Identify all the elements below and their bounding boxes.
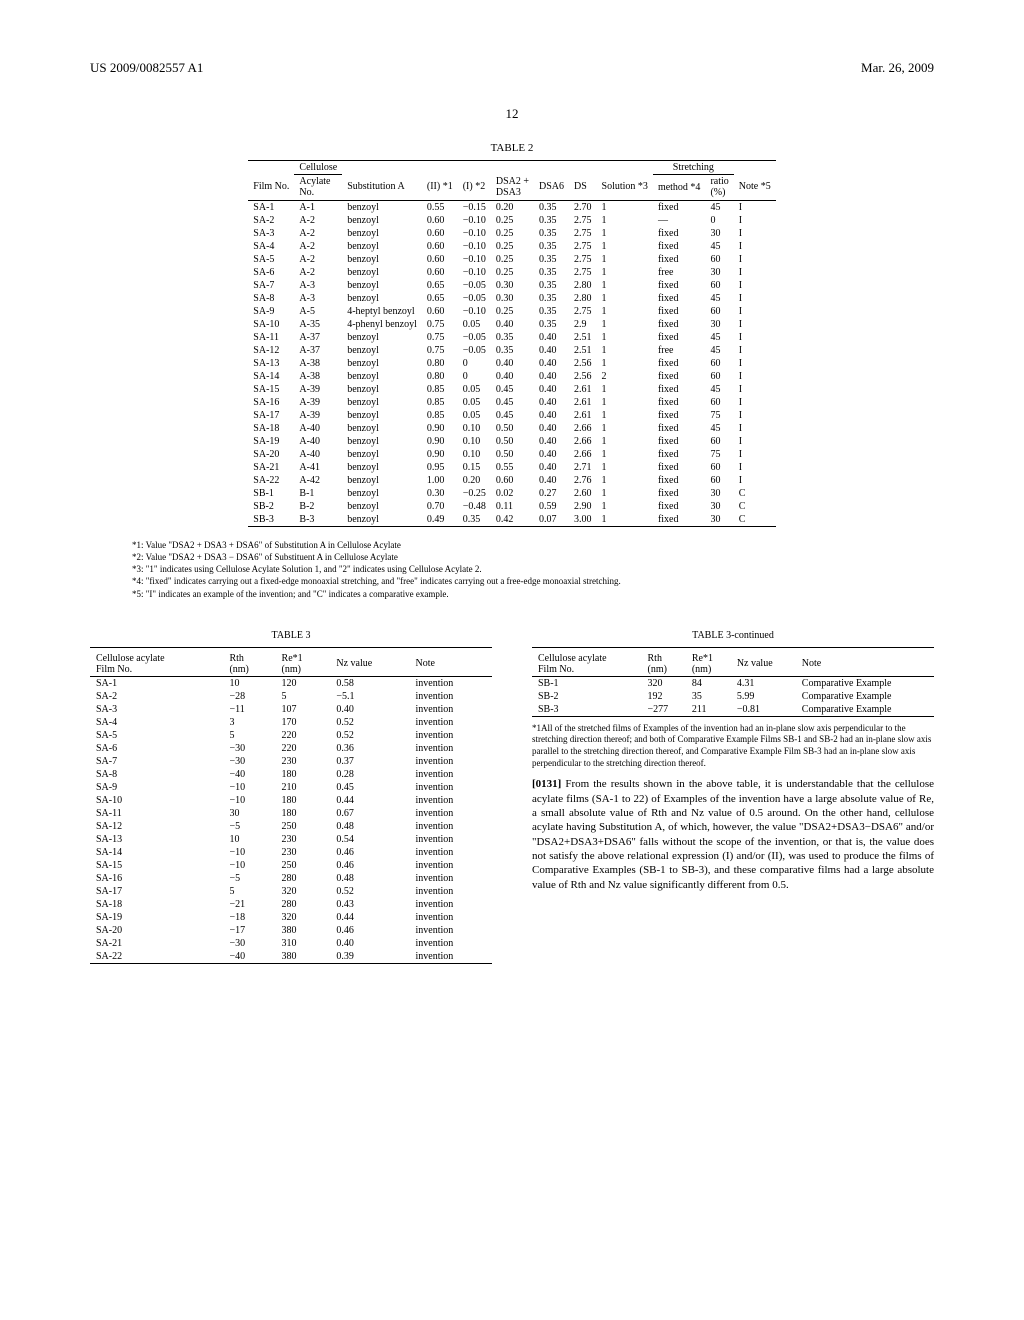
table2-footnote: *3: "1" indicates using Cellulose Acylat…: [132, 563, 892, 575]
table-row: SA-7−302300.37invention: [90, 755, 492, 768]
table-row: SA-12−52500.48invention: [90, 820, 492, 833]
th-subA: Substitution A: [342, 175, 422, 201]
table-row: SA-9A-54-heptyl benzoyl0.60−0.100.250.35…: [248, 305, 775, 318]
table-row: SB-1B-1benzoyl0.30−0.250.020.272.601fixe…: [248, 487, 775, 500]
table-row: SA-11301800.67invention: [90, 807, 492, 820]
th-cellulose: Cellulose: [294, 161, 342, 175]
table-row: SA-16−52800.48invention: [90, 872, 492, 885]
table-row: SA-21A-41benzoyl0.950.150.550.402.711fix…: [248, 461, 775, 474]
table3-left: Cellulose acylateFilm No. Rth(nm) Re*1(n…: [90, 647, 492, 964]
t3l-re: Re*1(nm): [276, 652, 331, 677]
table2-footnote: *5: "I" indicates an example of the inve…: [132, 588, 892, 600]
table-row: SA-4A-2benzoyl0.60−0.100.250.352.751fixe…: [248, 240, 775, 253]
table3r-note: *1All of the stretched films of Examples…: [532, 723, 934, 770]
table3-right: Cellulose acylateFilm No. Rth(nm) Re*1(n…: [532, 647, 934, 717]
table-row: SA-14−102300.46invention: [90, 846, 492, 859]
table-row: SA-7A-3benzoyl0.65−0.050.300.352.801fixe…: [248, 279, 775, 292]
table-row: SA-20A-40benzoyl0.900.100.500.402.661fix…: [248, 448, 775, 461]
th-solution: Solution *3: [597, 175, 653, 201]
table-row: SA-1753200.52invention: [90, 885, 492, 898]
table-row: SB-1320844.31Comparative Example: [532, 676, 934, 690]
table-row: SA-9−102100.45invention: [90, 781, 492, 794]
table2: Cellulose Stretching Film No. AcylateNo.…: [248, 160, 775, 527]
table-row: SA-5A-2benzoyl0.60−0.100.250.352.751fixe…: [248, 253, 775, 266]
para-text: From the results shown in the above tabl…: [532, 778, 934, 890]
table-row: SA-11A-37benzoyl0.75−0.050.350.402.511fi…: [248, 331, 775, 344]
th-I: (I) *2: [458, 175, 491, 201]
t3r-rth: Rth(nm): [642, 652, 686, 677]
t3l-rth: Rth(nm): [223, 652, 275, 677]
table-row: SA-20−173800.46invention: [90, 924, 492, 937]
table-row: SA-552200.52invention: [90, 729, 492, 742]
table-row: SB-2B-2benzoyl0.70−0.480.110.592.901fixe…: [248, 500, 775, 513]
table-row: SB-3−277211−0.81Comparative Example: [532, 703, 934, 717]
table-row: SA-14A-38benzoyl0.8000.400.402.562fixed6…: [248, 370, 775, 383]
table-row: SA-19A-40benzoyl0.900.100.500.402.661fix…: [248, 435, 775, 448]
table-row: SA-8A-3benzoyl0.65−0.050.300.352.801fixe…: [248, 292, 775, 305]
table-row: SA-13A-38benzoyl0.8000.400.402.561fixed6…: [248, 357, 775, 370]
table-row: SA-17A-39benzoyl0.850.050.450.402.611fix…: [248, 409, 775, 422]
table3r-caption: TABLE 3-continued: [532, 630, 934, 641]
table-row: SA-22A-42benzoyl1.000.200.600.402.761fix…: [248, 474, 775, 487]
table2-footnote: *2: Value "DSA2 + DSA3 − DSA6" of Substi…: [132, 551, 892, 563]
right-column: TABLE 3-continued Cellulose acylateFilm …: [532, 630, 934, 964]
th-II: (II) *1: [422, 175, 458, 201]
table-row: SA-8−401800.28invention: [90, 768, 492, 781]
table-row: SA-10A-354-phenyl benzoyl0.750.050.400.3…: [248, 318, 775, 331]
table-row: SA-3A-2benzoyl0.60−0.100.250.352.751fixe…: [248, 227, 775, 240]
table-row: SA-6A-2benzoyl0.60−0.100.250.352.751free…: [248, 266, 775, 279]
table2-caption: TABLE 2: [90, 142, 934, 154]
table-row: SA-6−302200.36invention: [90, 742, 492, 755]
table-row: SA-15A-39benzoyl0.850.050.450.402.611fix…: [248, 383, 775, 396]
page-number: 12: [90, 106, 934, 122]
th-dsa23: DSA2 +DSA3: [491, 175, 534, 201]
table-row: SA-10−101800.44invention: [90, 794, 492, 807]
table-row: SA-1101200.58invention: [90, 676, 492, 690]
table-row: SA-16A-39benzoyl0.850.050.450.402.611fix…: [248, 396, 775, 409]
table-row: SB-3B-3benzoyl0.490.350.420.073.001fixed…: [248, 513, 775, 527]
th-ratio: ratio(%): [705, 175, 733, 201]
t3r-nz: Nz value: [731, 652, 796, 677]
para-num: [0131]: [532, 778, 561, 790]
table-row: SA-22−403800.39invention: [90, 950, 492, 964]
th-method: method *4: [653, 175, 706, 201]
table-row: SA-13102300.54invention: [90, 833, 492, 846]
doc-id: US 2009/0082557 A1: [90, 60, 203, 76]
table2-footnote: *1: Value "DSA2 + DSA3 + DSA6" of Substi…: [132, 539, 892, 551]
table-row: SA-3−111070.40invention: [90, 703, 492, 716]
left-column: TABLE 3 Cellulose acylateFilm No. Rth(nm…: [90, 630, 492, 964]
t3l-note: Note: [410, 652, 492, 677]
t3l-nz: Nz value: [330, 652, 409, 677]
t3l-film: Cellulose acylateFilm No.: [90, 652, 223, 677]
t3r-film: Cellulose acylateFilm No.: [532, 652, 642, 677]
th-ds: DS: [569, 175, 597, 201]
page-header: US 2009/0082557 A1 Mar. 26, 2009: [90, 60, 934, 76]
table-row: SB-2192355.99Comparative Example: [532, 690, 934, 703]
table3-caption: TABLE 3: [90, 630, 492, 641]
doc-date: Mar. 26, 2009: [861, 60, 934, 76]
th-film-no: Film No.: [248, 175, 294, 201]
table-row: SA-15−102500.46invention: [90, 859, 492, 872]
th-dsa6: DSA6: [534, 175, 569, 201]
table2-footnote: *4: "fixed" indicates carrying out a fix…: [132, 575, 892, 587]
t3r-re: Re*1(nm): [686, 652, 731, 677]
table-row: SA-12A-37benzoyl0.75−0.050.350.402.511fr…: [248, 344, 775, 357]
th-note: Note *5: [734, 175, 776, 201]
paragraph-0131: [0131] From the results shown in the abo…: [532, 777, 934, 891]
table-row: SA-2A-2benzoyl0.60−0.100.250.352.751—0I: [248, 214, 775, 227]
table-row: SA-21−303100.40invention: [90, 937, 492, 950]
table-row: SA-18A-40benzoyl0.900.100.500.402.661fix…: [248, 422, 775, 435]
table-row: SA-19−183200.44invention: [90, 911, 492, 924]
th-acylate: AcylateNo.: [294, 175, 342, 201]
t3r-note: Note: [796, 652, 934, 677]
table2-notes: *1: Value "DSA2 + DSA3 + DSA6" of Substi…: [132, 539, 892, 600]
table-row: SA-18−212800.43invention: [90, 898, 492, 911]
table-row: SA-1A-1benzoyl0.55−0.150.200.352.701fixe…: [248, 201, 775, 215]
th-stretching: Stretching: [653, 161, 734, 175]
table-row: SA-431700.52invention: [90, 716, 492, 729]
table-row: SA-2−285−5.1invention: [90, 690, 492, 703]
